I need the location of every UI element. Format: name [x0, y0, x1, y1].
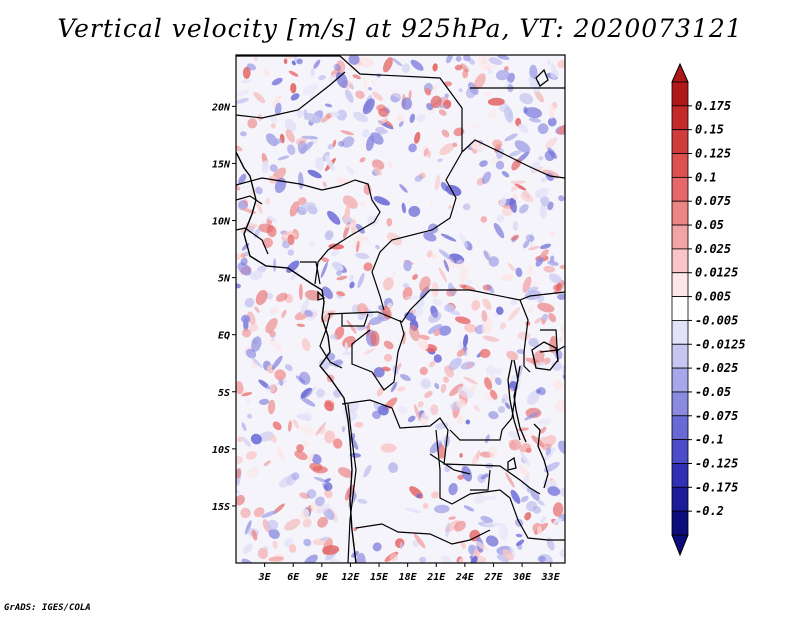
lat-tick-label: 5N: [218, 274, 231, 285]
colorbar-top-arrow: [671, 62, 689, 83]
lon-tick-label: 3E: [258, 572, 272, 583]
lon-tick-label: 33E: [541, 572, 561, 583]
colorbar-swatch: [671, 129, 689, 154]
colorbar-label: 0.05: [695, 218, 724, 232]
lat-tick-label: EQ: [218, 331, 230, 342]
colorbar-swatch: [671, 272, 689, 297]
colorbar-swatch: [671, 81, 689, 107]
colorbar-label: 0.175: [695, 99, 731, 113]
lon-tick-label: 21E: [426, 572, 446, 583]
colorbar-label: -0.0125: [695, 337, 746, 351]
lon-tick-label: 24E: [455, 572, 475, 583]
lon-tick-label: 12E: [341, 572, 360, 583]
colorbar-label: -0.005: [695, 313, 738, 327]
colorbar-swatch: [671, 320, 689, 345]
lakes: [317, 68, 559, 489]
lon-tick-label: 18E: [399, 572, 418, 583]
lat-tick-label: 20N: [211, 102, 231, 113]
colorbar-label: 0.1: [695, 170, 717, 184]
lat-tick-label: 15S: [212, 502, 230, 513]
colorbar-swatch: [671, 296, 689, 321]
colorbar-label: 0.005: [695, 290, 731, 304]
colorbar-label: -0.2: [695, 504, 724, 518]
colorbar-swatch: [671, 153, 689, 178]
colorbar-swatch: [671, 510, 689, 536]
lon-tick-label: 15E: [370, 572, 389, 583]
colorbar-swatch: [671, 176, 689, 202]
colorbar-label: -0.175: [695, 480, 738, 494]
coastline: [236, 151, 357, 563]
country-borders: [236, 55, 565, 563]
colorbar-swatch: [671, 486, 689, 512]
colorbar-label: 0.15: [695, 123, 724, 137]
lat-tick-label: 10N: [212, 217, 231, 228]
colorbar-label: 0.025: [695, 242, 731, 256]
colorbar-swatch: [671, 105, 689, 131]
colorbar-label: 0.125: [695, 147, 731, 161]
colorbar-swatch: [671, 391, 689, 417]
lon-tick-label: 30E: [512, 572, 532, 583]
colorbar-swatch: [671, 248, 689, 274]
colorbar-swatch: [671, 415, 689, 441]
colorbar-label: -0.025: [695, 361, 738, 375]
colorbar-swatch: [671, 463, 689, 488]
colorbar-label: -0.075: [695, 409, 738, 423]
colorbar-swatch: [671, 367, 689, 393]
colorbar-label: 0.075: [695, 194, 731, 208]
colorbar: 0.175 0.15 0.125 0.1 0.075 0.05 0.025 0.0125 0.0…: [671, 62, 746, 557]
map-frame: [235, 54, 566, 564]
lat-tick-label: 5S: [218, 388, 230, 399]
colorbar-label: -0.1: [695, 433, 724, 447]
velocity-field: [236, 55, 565, 563]
colorbar-bottom-arrow: [671, 534, 689, 557]
colorbar-label: -0.125: [695, 456, 738, 470]
lat-tick-label: 10S: [212, 445, 230, 456]
latitude-axis: 20N 15N 10N 5N EQ 5S 10S 15S: [211, 102, 236, 513]
map-title: Vertical velocity [m/s] at 925hPa, VT: 2…: [57, 14, 743, 43]
colorbar-swatch: [671, 343, 689, 369]
lon-tick-label: 6E: [287, 572, 300, 583]
lon-tick-label: 9E: [316, 572, 329, 583]
lat-tick-label: 15N: [212, 159, 231, 170]
colorbar-swatch: [671, 439, 689, 464]
longitude-axis: 3E 6E 9E 12E 15E 18E 21E 24E 27E 30E 33E: [258, 563, 561, 583]
colorbar-swatch: [671, 200, 689, 226]
colorbar-swatch: [671, 224, 689, 250]
colorbar-label: 0.0125: [695, 266, 738, 280]
grads-credit: GrADS: IGES/COLA: [4, 603, 91, 613]
lon-tick-label: 27E: [483, 572, 503, 583]
colorbar-label: -0.05: [695, 385, 731, 399]
